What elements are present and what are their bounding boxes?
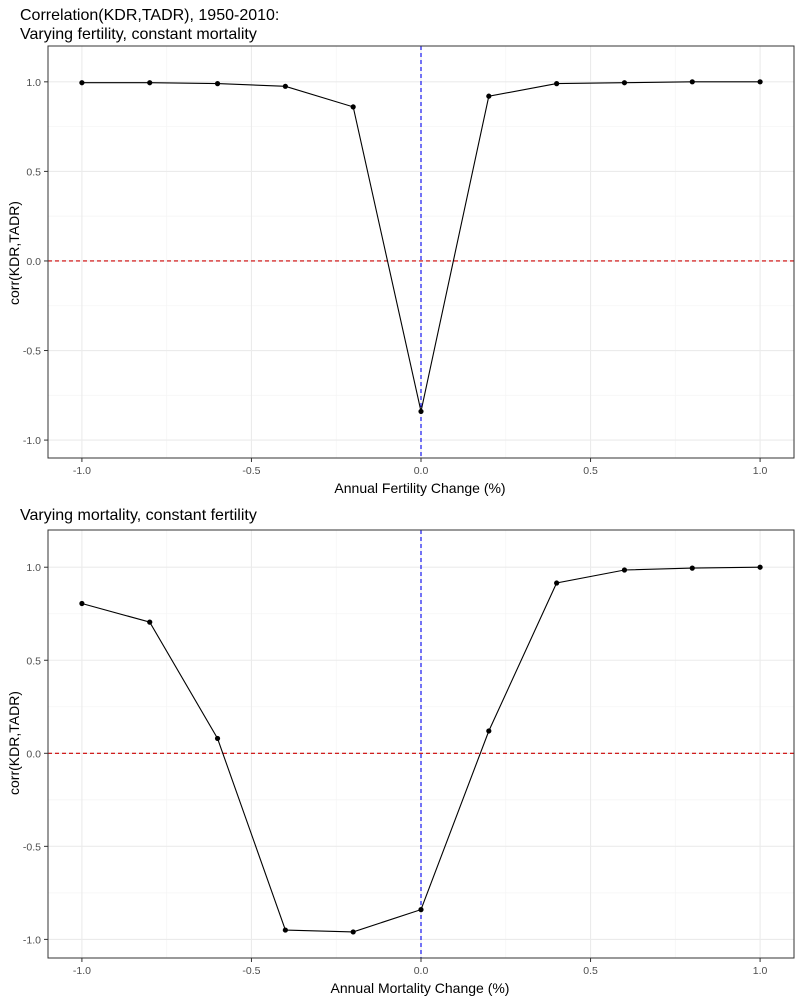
chart-2-data-point: [147, 619, 153, 625]
chart-1-data-point: [350, 104, 356, 110]
chart-2-data-point: [418, 907, 424, 913]
chart-1-y-axis-title: corr(KDR,TADR): [6, 201, 22, 305]
chart-2-y-tick-label: 1.0: [26, 562, 41, 574]
chart-2-title: Varying mortality, constant fertility: [20, 507, 257, 524]
chart-2-data-point: [689, 565, 695, 571]
chart-1-data-point: [282, 83, 288, 89]
chart-2-x-axis-title: Annual Mortality Change (%): [331, 980, 510, 996]
chart-2-y-tick-label: -1.0: [23, 934, 41, 946]
chart-2-data-point: [757, 564, 763, 570]
chart-2-x-tick-label: -0.5: [242, 965, 260, 977]
chart-2-data-point: [621, 567, 628, 573]
chart-1-data-point: [79, 80, 85, 86]
chart-1-data-point: [486, 93, 492, 99]
chart-2-data-point: [350, 929, 356, 935]
chart-1-data-point: [689, 79, 695, 85]
chart-2-x-tick-label: 0.5: [583, 965, 598, 977]
chart-2-data-point: [214, 735, 221, 742]
chart-1-data-point: [757, 79, 763, 85]
chart-1-plot-area: -1.0 -0.5 0.0 0.5 1.0 -1.0 -0.5 0.0 0.5 1.0: [23, 45, 795, 477]
chart-2-y-axis-title: corr(KDR,TADR): [6, 691, 22, 795]
chart-1-y-tick-label: 0.5: [26, 166, 41, 178]
chart-1-y-tick-label: -1.0: [23, 435, 41, 447]
chart-2-data-point: [79, 600, 85, 607]
chart-2-plot-area: -1.0 -0.5 0.0 0.5 1.0 -1.0 -0.5 0.0 0.5 1.0: [23, 529, 795, 977]
chart-2-x-tick-label: 1.0: [753, 965, 768, 977]
chart-1-data-point: [621, 80, 628, 86]
chart-1-x-axis-title: Annual Fertility Change (%): [334, 480, 505, 496]
chart-1-data-point: [214, 81, 221, 87]
chart-1-y-tick-label: 0.0: [26, 256, 41, 268]
chart-1-y-tick-label: 1.0: [26, 77, 41, 89]
chart-2-data-point: [554, 580, 560, 586]
chart-1-data-point: [418, 408, 424, 415]
chart-1-x-tick-label: 0.5: [583, 465, 598, 477]
chart-1-x-tick-label: -1.0: [73, 465, 91, 477]
chart-2-x-tick-label: 0.0: [414, 965, 429, 977]
chart-2-y-tick-label: 0.5: [26, 655, 41, 667]
chart-1-subtitle: Varying fertility, constant mortality: [20, 26, 257, 43]
chart-1-x-tick-label: 1.0: [753, 465, 768, 477]
chart-1-x-tick-label: 0.0: [414, 465, 429, 477]
chart-1-title: Correlation(KDR,TADR), 1950-2010:: [20, 7, 279, 24]
chart-1-x-tick-label: -0.5: [242, 465, 260, 477]
chart-2-data-point: [282, 927, 288, 933]
chart-1-data-point: [147, 80, 153, 86]
chart-2-x-tick-label: -1.0: [73, 965, 91, 977]
chart-2-y-tick-label: 0.0: [26, 748, 41, 760]
chart-2-data-point: [486, 728, 492, 734]
chart-1-y-tick-label: -0.5: [23, 346, 41, 358]
chart-1-data-point: [554, 81, 560, 87]
chart-2-y-tick-label: -0.5: [23, 841, 41, 853]
